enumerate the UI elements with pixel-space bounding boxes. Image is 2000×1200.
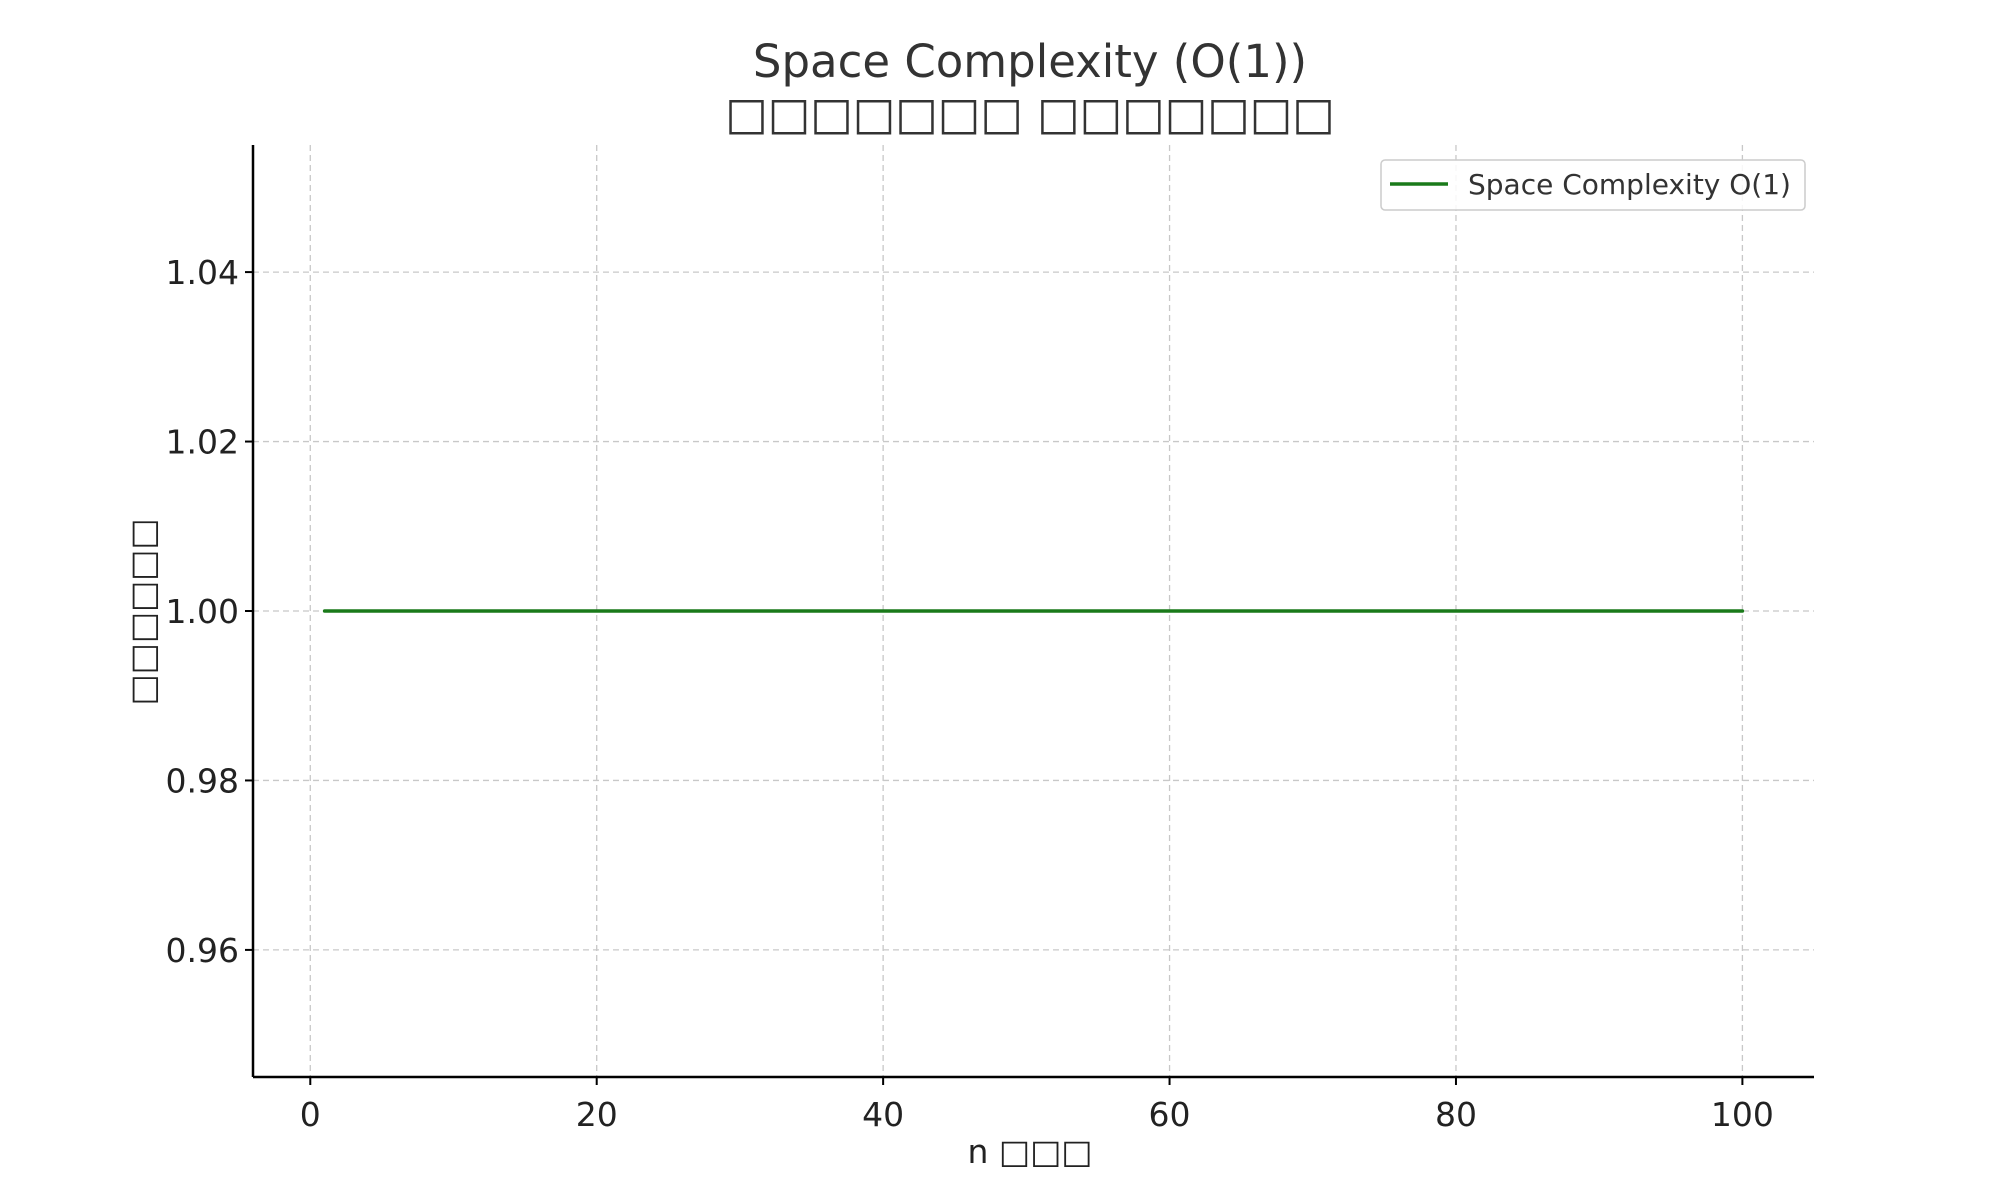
x-tick-label: 60 xyxy=(1149,1095,1191,1134)
ticks-layer: 0 20 40 60 80 100 0.96 0.98 1.00 1.02 1.04 xyxy=(166,253,1774,1134)
y-tick-label: 0.96 xyxy=(166,931,239,970)
x-tick-label: 40 xyxy=(862,1095,904,1134)
legend: Space Complexity O(1) xyxy=(1380,159,1806,211)
y-tick-label: 1.04 xyxy=(166,253,239,292)
x-tick-label: 20 xyxy=(576,1095,618,1134)
y-axis-label: □□□□□□ xyxy=(123,518,162,705)
chart-title: Space Complexity (O(1)) xyxy=(753,35,1307,88)
y-tick-label: 1.00 xyxy=(166,592,239,631)
x-axis-label: n □□□ xyxy=(968,1132,1093,1171)
x-tick-label: 100 xyxy=(1711,1095,1774,1134)
y-tick-label: 1.02 xyxy=(166,423,239,462)
y-tick-label: 0.98 xyxy=(166,761,239,800)
legend-box xyxy=(1380,159,1806,211)
x-tick-label: 0 xyxy=(300,1095,321,1134)
legend-label: Space Complexity O(1) xyxy=(1468,168,1791,201)
x-tick-label: 80 xyxy=(1435,1095,1477,1134)
chart-subtitle: □□□□□□□ □□□□□□□ xyxy=(725,87,1335,140)
